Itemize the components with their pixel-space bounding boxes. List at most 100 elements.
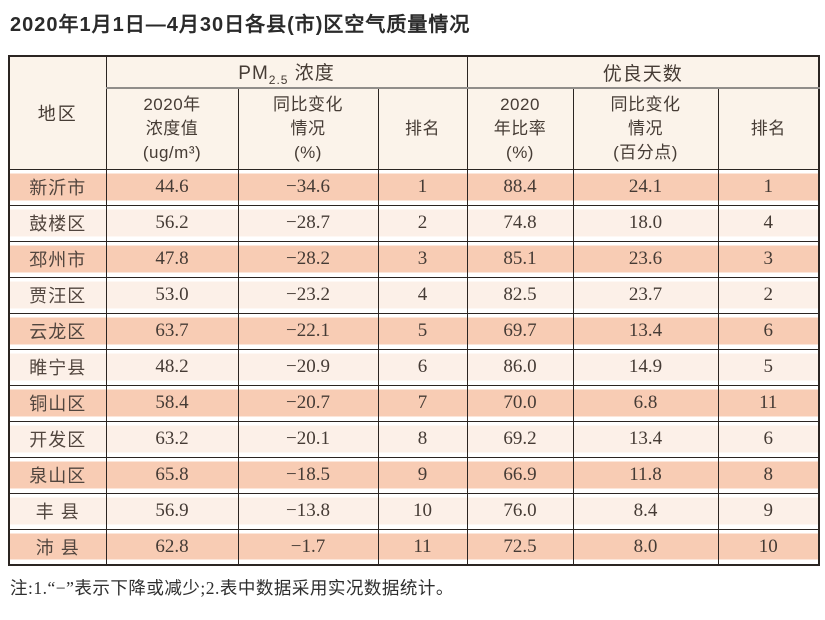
pm25-rank-cell: 5	[377, 312, 468, 350]
pm25-change-cell: −23.2	[237, 276, 379, 314]
page-title: 2020年1月1日—4月30日各县(市)区空气质量情况	[10, 14, 471, 36]
good-rank-cell: 11	[717, 384, 820, 422]
pm25-change-cell: −28.2	[237, 240, 379, 278]
pm25-rank-cell: 7	[377, 384, 468, 422]
good-rate-cell: 72.5	[466, 528, 574, 566]
good-rate-cell: 74.8	[466, 204, 574, 242]
region-cell: 新沂市	[8, 168, 107, 206]
pm25-change-cell: −13.8	[237, 492, 379, 530]
table-row: 丰 县 56.9 −13.8 10 76.0 8.4 9	[8, 492, 820, 530]
pm25-rank-cell: 4	[377, 276, 468, 314]
pm25-rank-cell: 8	[377, 420, 468, 458]
good-change-cell: 14.9	[572, 348, 719, 386]
pm25-change-cell: −18.5	[237, 456, 379, 494]
pm25-subscript: 2.5	[268, 72, 289, 87]
good-rate-cell: 85.1	[466, 240, 574, 278]
good-change-cell: 8.0	[572, 528, 719, 566]
good-rank-cell: 1	[717, 168, 820, 206]
good-rate-cell: 82.5	[466, 276, 574, 314]
good-rank-cell: 9	[717, 492, 820, 530]
pm25-value-cell: 58.4	[105, 384, 239, 422]
pm25-label-suffix: 浓度	[288, 62, 335, 84]
pm25-change-cell: −20.9	[237, 348, 379, 386]
page: 2020年1月1日—4月30日各县(市)区空气质量情况 地区 PM2.5 浓度 …	[8, 14, 821, 598]
pm25-change-cell: −28.7	[237, 204, 379, 242]
group-header-pm25: PM2.5 浓度	[105, 55, 468, 89]
pm25-rank-cell: 10	[377, 492, 468, 530]
table-body: 新沂市 44.6 −34.6 1 88.4 24.1 1 鼓楼区 56.2 −2…	[8, 168, 820, 566]
column-header-pm25-rank: 排名	[377, 87, 468, 170]
good-change-cell: 13.4	[572, 420, 719, 458]
column-header-good-rate: 2020 年比率 (%)	[466, 87, 574, 170]
group-header-row: 地区 PM2.5 浓度 优良天数	[8, 55, 820, 170]
good-rate-cell: 69.2	[466, 420, 574, 458]
good-rate-cell: 88.4	[466, 168, 574, 206]
table-row: 鼓楼区 56.2 −28.7 2 74.8 18.0 4	[8, 204, 820, 242]
region-cell: 邳州市	[8, 240, 107, 278]
region-cell: 泉山区	[8, 456, 107, 494]
pm25-value-cell: 63.2	[105, 420, 239, 458]
good-rank-cell: 5	[717, 348, 820, 386]
table-header: 地区 PM2.5 浓度 优良天数 2020年 浓度值 (ug/m³) 同比变化 …	[8, 55, 820, 170]
good-change-cell: 13.4	[572, 312, 719, 350]
table-row: 云龙区 63.7 −22.1 5 69.7 13.4 6	[8, 312, 820, 350]
good-rank-cell: 6	[717, 312, 820, 350]
good-rate-cell: 86.0	[466, 348, 574, 386]
pm25-rank-cell: 1	[377, 168, 468, 206]
good-rate-cell: 69.7	[466, 312, 574, 350]
good-rank-cell: 2	[717, 276, 820, 314]
pm25-change-cell: −34.6	[237, 168, 379, 206]
good-rank-cell: 3	[717, 240, 820, 278]
good-change-cell: 23.6	[572, 240, 719, 278]
good-rank-cell: 10	[717, 528, 820, 566]
good-change-cell: 23.7	[572, 276, 719, 314]
region-cell: 贾汪区	[8, 276, 107, 314]
good-change-cell: 6.8	[572, 384, 719, 422]
pm25-change-cell: −22.1	[237, 312, 379, 350]
pm25-rank-cell: 6	[377, 348, 468, 386]
good-rank-cell: 6	[717, 420, 820, 458]
column-header-good-rank: 排名	[717, 87, 820, 170]
pm25-value-cell: 48.2	[105, 348, 239, 386]
good-change-cell: 18.0	[572, 204, 719, 242]
region-cell: 铜山区	[8, 384, 107, 422]
column-header-region: 地区	[8, 55, 107, 170]
footnote: 注:1.“−”表示下降或减少;2.表中数据采用实况数据统计。	[10, 578, 454, 598]
table-row: 铜山区 58.4 −20.7 7 70.0 6.8 11	[8, 384, 820, 422]
pm25-rank-cell: 3	[377, 240, 468, 278]
pm25-rank-cell: 11	[377, 528, 468, 566]
pm25-label-prefix: PM	[238, 62, 269, 84]
good-rate-cell: 66.9	[466, 456, 574, 494]
good-rank-cell: 4	[717, 204, 820, 242]
column-header-good-change: 同比变化 情况 (百分点)	[572, 87, 719, 170]
pm25-value-cell: 44.6	[105, 168, 239, 206]
pm25-rank-cell: 2	[377, 204, 468, 242]
sub-header-row: 2020年 浓度值 (ug/m³) 同比变化 情况 (%) 排名 2020 年比…	[9, 87, 820, 170]
region-cell: 鼓楼区	[8, 204, 107, 242]
group-header-good-days: 优良天数	[466, 55, 820, 89]
good-rate-cell: 70.0	[466, 384, 574, 422]
air-quality-table: 地区 PM2.5 浓度 优良天数 2020年 浓度值 (ug/m³) 同比变化 …	[8, 55, 821, 566]
pm25-value-cell: 65.8	[105, 456, 239, 494]
good-rank-cell: 8	[717, 456, 820, 494]
table-row: 沛 县 62.8 −1.7 11 72.5 8.0 10	[8, 528, 820, 566]
pm25-value-cell: 63.7	[105, 312, 239, 350]
pm25-change-cell: −20.7	[237, 384, 379, 422]
pm25-value-cell: 53.0	[105, 276, 239, 314]
table-row: 泉山区 65.8 −18.5 9 66.9 11.8 8	[8, 456, 820, 494]
good-change-cell: 8.4	[572, 492, 719, 530]
column-header-pm25-value: 2020年 浓度值 (ug/m³)	[105, 87, 239, 170]
table-row: 开发区 63.2 −20.1 8 69.2 13.4 6	[8, 420, 820, 458]
region-cell: 沛 县	[8, 528, 107, 566]
pm25-change-cell: −1.7	[237, 528, 379, 566]
region-cell: 睢宁县	[8, 348, 107, 386]
region-cell: 云龙区	[8, 312, 107, 350]
pm25-value-cell: 56.9	[105, 492, 239, 530]
table-row: 睢宁县 48.2 −20.9 6 86.0 14.9 5	[8, 348, 820, 386]
good-change-cell: 11.8	[572, 456, 719, 494]
good-rate-cell: 76.0	[466, 492, 574, 530]
pm25-value-cell: 47.8	[105, 240, 239, 278]
pm25-value-cell: 62.8	[105, 528, 239, 566]
pm25-value-cell: 56.2	[105, 204, 239, 242]
region-cell: 开发区	[8, 420, 107, 458]
